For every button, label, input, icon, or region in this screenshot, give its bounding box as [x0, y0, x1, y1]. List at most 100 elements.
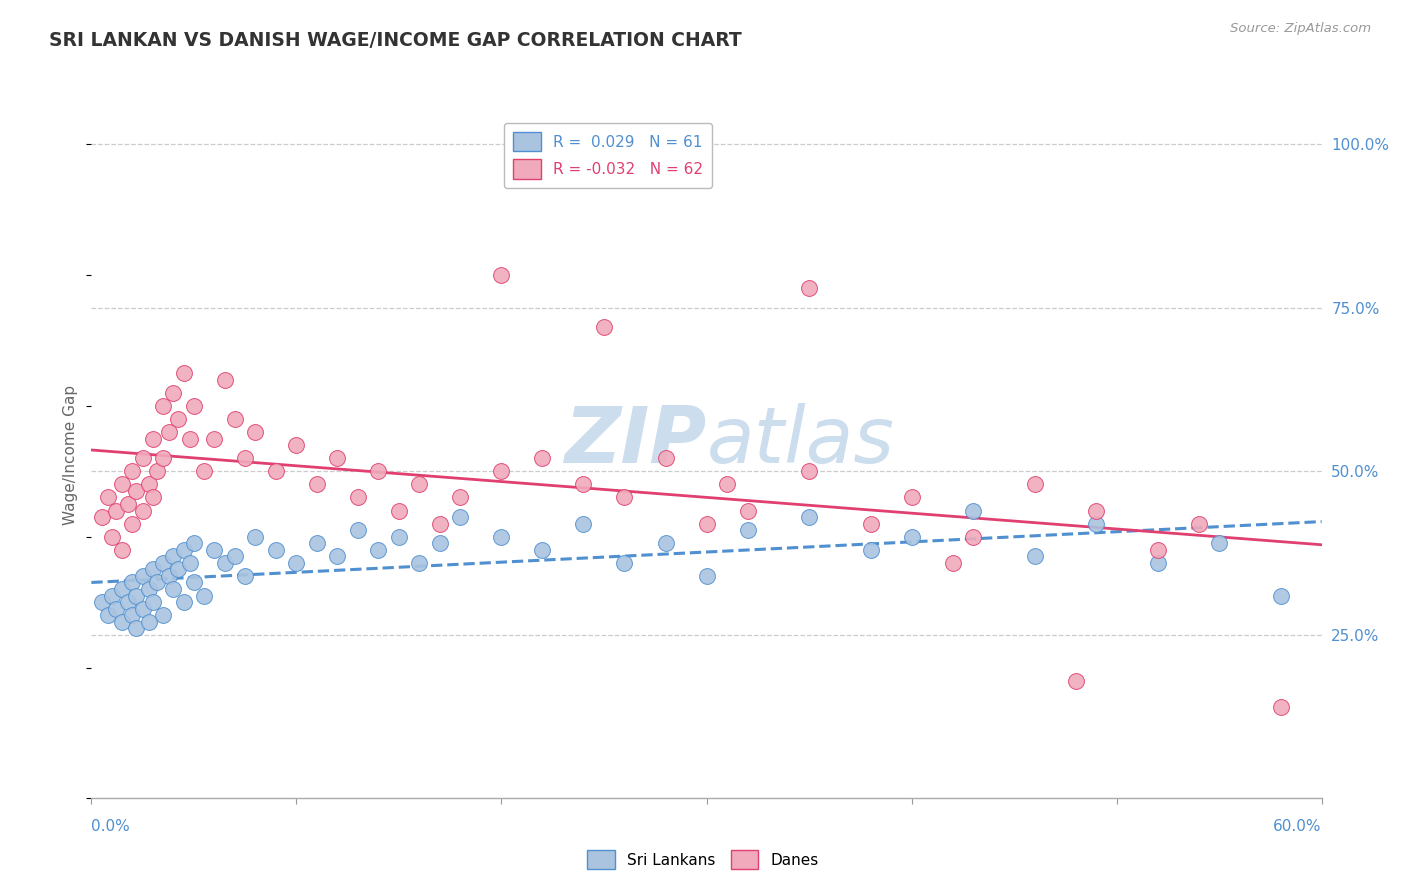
Point	[1085, 503, 1108, 517]
Point	[797, 510, 820, 524]
Point	[900, 491, 922, 505]
Point	[1270, 589, 1292, 603]
Point	[162, 582, 184, 596]
Point	[233, 569, 256, 583]
Point	[1024, 477, 1046, 491]
Point	[1024, 549, 1046, 564]
Point	[111, 582, 134, 596]
Point	[193, 464, 215, 478]
Point	[224, 412, 246, 426]
Point	[90, 595, 112, 609]
Point	[146, 464, 169, 478]
Point	[962, 530, 984, 544]
Point	[941, 556, 963, 570]
Point	[654, 451, 676, 466]
Legend: R =  0.029   N = 61, R = -0.032   N = 62: R = 0.029 N = 61, R = -0.032 N = 62	[505, 122, 711, 188]
Point	[121, 575, 143, 590]
Point	[125, 621, 148, 635]
Point	[305, 536, 328, 550]
Point	[572, 516, 595, 531]
Point	[429, 516, 451, 531]
Point	[962, 503, 984, 517]
Point	[797, 464, 820, 478]
Point	[367, 464, 389, 478]
Text: ZIP: ZIP	[564, 403, 706, 479]
Point	[408, 556, 430, 570]
Point	[305, 477, 328, 491]
Point	[157, 425, 180, 439]
Point	[121, 516, 143, 531]
Point	[131, 569, 153, 583]
Point	[367, 542, 389, 557]
Point	[173, 542, 195, 557]
Point	[173, 595, 195, 609]
Point	[125, 483, 148, 498]
Point	[408, 477, 430, 491]
Point	[613, 556, 636, 570]
Point	[449, 510, 471, 524]
Point	[131, 601, 153, 615]
Point	[388, 530, 411, 544]
Point	[737, 523, 759, 537]
Y-axis label: Wage/Income Gap: Wage/Income Gap	[63, 384, 79, 525]
Point	[1146, 542, 1168, 557]
Point	[111, 542, 134, 557]
Point	[183, 399, 205, 413]
Point	[138, 582, 160, 596]
Point	[449, 491, 471, 505]
Point	[531, 451, 554, 466]
Text: Source: ZipAtlas.com: Source: ZipAtlas.com	[1230, 22, 1371, 36]
Point	[162, 549, 184, 564]
Point	[142, 562, 165, 576]
Point	[716, 477, 738, 491]
Point	[121, 464, 143, 478]
Point	[117, 595, 139, 609]
Point	[131, 503, 153, 517]
Point	[593, 320, 616, 334]
Point	[1085, 516, 1108, 531]
Point	[183, 575, 205, 590]
Point	[326, 549, 349, 564]
Point	[202, 432, 225, 446]
Point	[737, 503, 759, 517]
Point	[900, 530, 922, 544]
Point	[142, 491, 165, 505]
Point	[859, 542, 882, 557]
Point	[695, 516, 717, 531]
Point	[491, 464, 513, 478]
Point	[264, 542, 287, 557]
Text: SRI LANKAN VS DANISH WAGE/INCOME GAP CORRELATION CHART: SRI LANKAN VS DANISH WAGE/INCOME GAP COR…	[49, 31, 742, 50]
Point	[193, 589, 215, 603]
Point	[1270, 699, 1292, 714]
Point	[326, 451, 349, 466]
Point	[138, 615, 160, 629]
Point	[347, 491, 370, 505]
Point	[173, 366, 195, 380]
Point	[97, 608, 120, 623]
Point	[152, 556, 174, 570]
Text: 60.0%: 60.0%	[1274, 820, 1322, 834]
Point	[152, 451, 174, 466]
Point	[654, 536, 676, 550]
Point	[245, 425, 267, 439]
Point	[695, 569, 717, 583]
Point	[859, 516, 882, 531]
Legend: Sri Lankans, Danes: Sri Lankans, Danes	[581, 844, 825, 875]
Point	[111, 477, 134, 491]
Point	[105, 601, 127, 615]
Point	[142, 432, 165, 446]
Point	[162, 385, 184, 400]
Point	[179, 556, 201, 570]
Point	[117, 497, 139, 511]
Point	[179, 432, 201, 446]
Point	[388, 503, 411, 517]
Point	[101, 530, 124, 544]
Point	[613, 491, 636, 505]
Text: 0.0%: 0.0%	[91, 820, 131, 834]
Point	[264, 464, 287, 478]
Point	[1187, 516, 1209, 531]
Point	[157, 569, 180, 583]
Point	[90, 510, 112, 524]
Point	[138, 477, 160, 491]
Point	[531, 542, 554, 557]
